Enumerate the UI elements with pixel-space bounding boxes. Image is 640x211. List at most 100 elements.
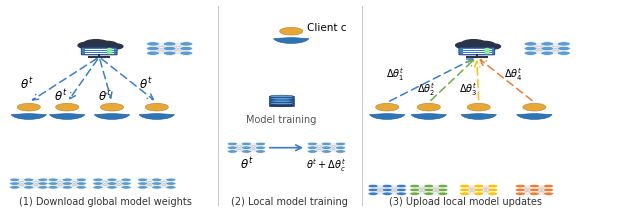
Circle shape xyxy=(376,103,399,111)
Circle shape xyxy=(100,103,124,111)
Ellipse shape xyxy=(269,104,294,107)
Text: $\theta^t$: $\theta^t$ xyxy=(20,77,34,92)
Circle shape xyxy=(147,42,159,46)
Circle shape xyxy=(523,103,546,111)
Circle shape xyxy=(10,178,20,181)
Circle shape xyxy=(557,46,570,51)
Circle shape xyxy=(93,178,103,181)
Text: Client c: Client c xyxy=(307,23,347,34)
Bar xyxy=(269,103,294,106)
Circle shape xyxy=(321,150,332,153)
Circle shape xyxy=(166,186,176,189)
Circle shape xyxy=(424,192,434,195)
Circle shape xyxy=(24,186,34,189)
Text: (3) Upload local model updates: (3) Upload local model updates xyxy=(389,197,543,207)
Circle shape xyxy=(76,178,86,181)
Circle shape xyxy=(485,50,489,52)
Circle shape xyxy=(541,51,554,55)
Circle shape xyxy=(241,142,252,146)
Circle shape xyxy=(241,150,252,153)
Circle shape xyxy=(321,142,332,146)
Circle shape xyxy=(307,150,317,153)
Circle shape xyxy=(321,146,332,149)
Circle shape xyxy=(460,192,470,195)
Circle shape xyxy=(38,178,48,181)
Circle shape xyxy=(417,103,440,111)
Circle shape xyxy=(456,42,475,49)
Text: Model training: Model training xyxy=(246,115,317,125)
Circle shape xyxy=(107,182,117,185)
Circle shape xyxy=(557,51,570,55)
Bar xyxy=(269,99,294,101)
Circle shape xyxy=(410,192,420,195)
Circle shape xyxy=(180,46,193,51)
Circle shape xyxy=(485,52,489,54)
Text: $\Delta\theta^t_3$: $\Delta\theta^t_3$ xyxy=(459,81,477,98)
Circle shape xyxy=(10,182,20,185)
Circle shape xyxy=(108,49,111,50)
Circle shape xyxy=(121,182,131,185)
Circle shape xyxy=(163,42,176,46)
Circle shape xyxy=(461,40,486,48)
Text: $\Delta\theta^t_1$: $\Delta\theta^t_1$ xyxy=(387,66,404,83)
Circle shape xyxy=(56,103,79,111)
Circle shape xyxy=(121,178,131,181)
Circle shape xyxy=(147,51,159,55)
Circle shape xyxy=(62,178,72,181)
Circle shape xyxy=(541,42,554,46)
Circle shape xyxy=(529,192,540,195)
Circle shape xyxy=(485,49,489,50)
Circle shape xyxy=(543,184,554,188)
Circle shape xyxy=(543,192,554,195)
Circle shape xyxy=(307,142,317,146)
Text: $\theta^t$: $\theta^t$ xyxy=(139,77,153,92)
FancyBboxPatch shape xyxy=(81,47,117,55)
Ellipse shape xyxy=(269,102,294,105)
Circle shape xyxy=(557,42,570,46)
FancyBboxPatch shape xyxy=(459,47,495,55)
Circle shape xyxy=(368,188,378,192)
Circle shape xyxy=(474,184,484,188)
Circle shape xyxy=(163,51,176,55)
Circle shape xyxy=(97,41,117,48)
Circle shape xyxy=(396,188,406,192)
Circle shape xyxy=(138,186,148,189)
Circle shape xyxy=(515,188,525,192)
Circle shape xyxy=(460,184,470,188)
Circle shape xyxy=(38,182,48,185)
Circle shape xyxy=(529,188,540,192)
Circle shape xyxy=(255,150,266,153)
Circle shape xyxy=(460,188,470,192)
Text: $\theta^t$: $\theta^t$ xyxy=(97,88,111,104)
Circle shape xyxy=(368,192,378,195)
Text: $\theta^t$: $\theta^t$ xyxy=(54,88,68,104)
Circle shape xyxy=(227,142,237,146)
Circle shape xyxy=(227,150,237,153)
Circle shape xyxy=(108,44,123,49)
Circle shape xyxy=(62,182,72,185)
Circle shape xyxy=(62,186,72,189)
Wedge shape xyxy=(369,114,405,119)
Circle shape xyxy=(227,146,237,149)
Circle shape xyxy=(241,146,252,149)
Circle shape xyxy=(335,142,346,146)
Circle shape xyxy=(48,182,58,185)
Circle shape xyxy=(485,44,500,49)
Circle shape xyxy=(541,46,554,51)
Circle shape xyxy=(48,186,58,189)
Circle shape xyxy=(166,182,176,185)
Wedge shape xyxy=(273,38,309,43)
Circle shape xyxy=(152,178,162,181)
Circle shape xyxy=(438,192,448,195)
Circle shape xyxy=(438,188,448,192)
Circle shape xyxy=(368,184,378,188)
Circle shape xyxy=(108,50,111,52)
Bar xyxy=(459,45,495,48)
Circle shape xyxy=(410,184,420,188)
Circle shape xyxy=(382,192,392,195)
Circle shape xyxy=(410,188,420,192)
Circle shape xyxy=(24,182,34,185)
Circle shape xyxy=(107,178,117,181)
Bar xyxy=(269,101,294,103)
Circle shape xyxy=(93,186,103,189)
